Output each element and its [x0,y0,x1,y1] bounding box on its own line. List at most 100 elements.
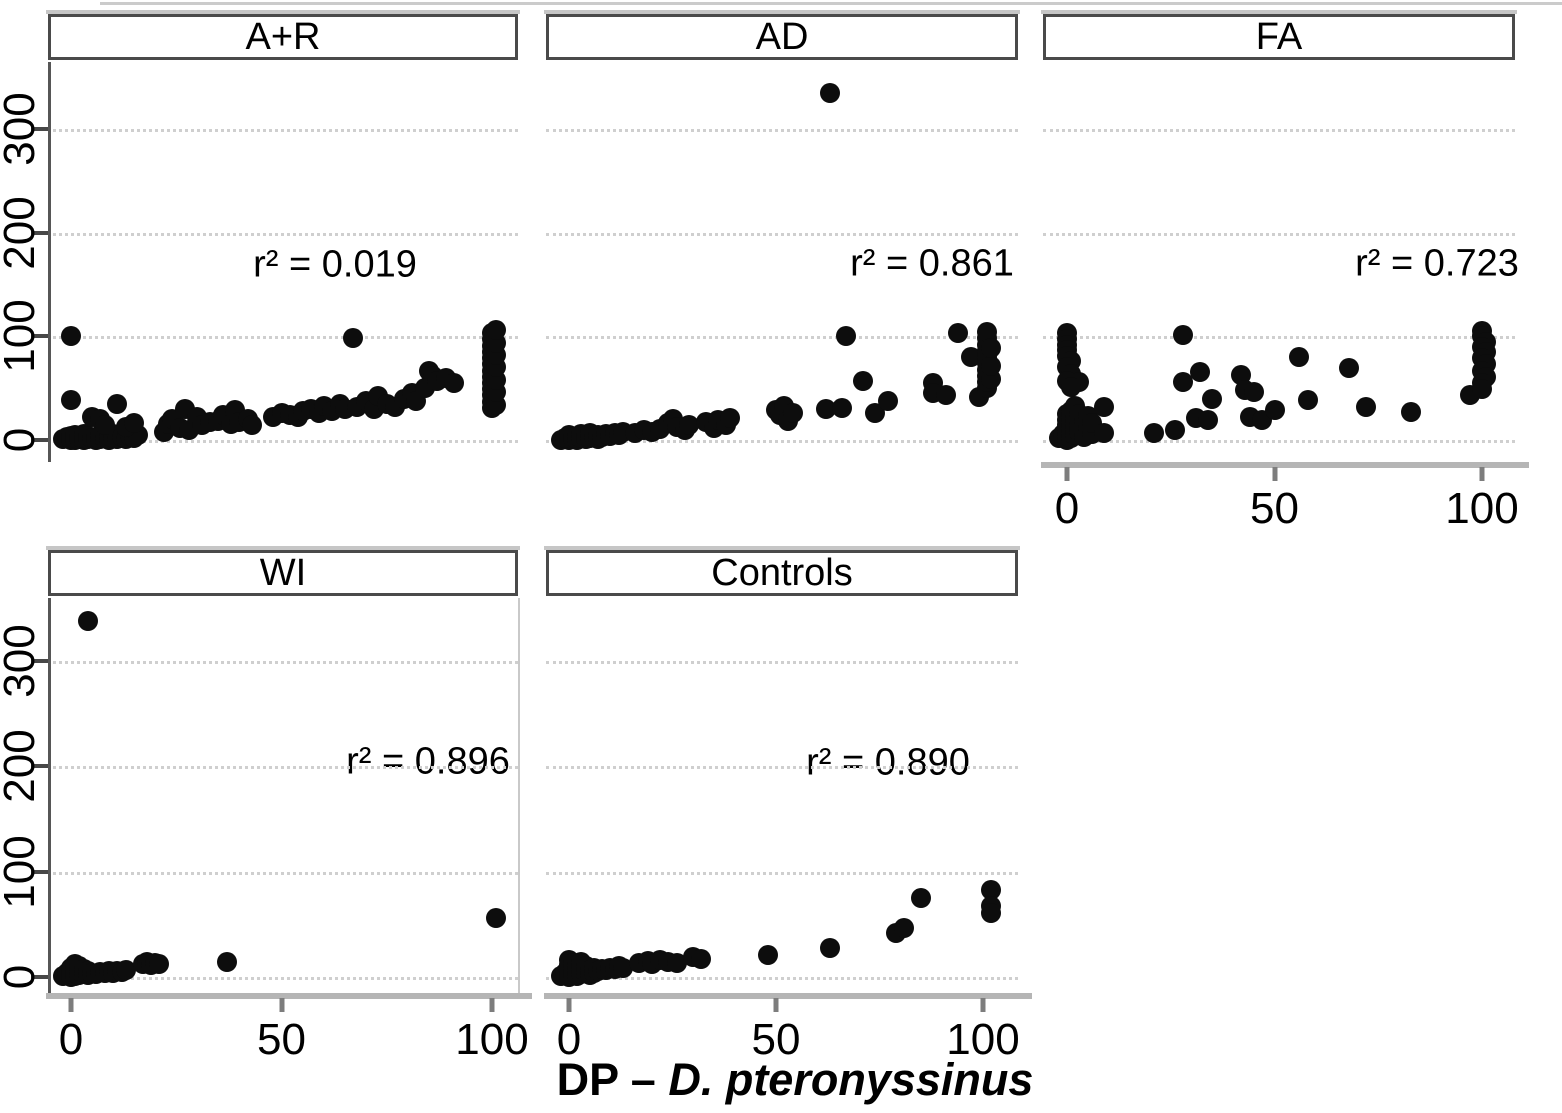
x-tick-100 [1479,467,1485,481]
y-gridline-300 [48,129,518,133]
data-point [1231,364,1252,385]
data-point [242,415,263,436]
x-axis-line [1041,462,1529,468]
panel-right-border [518,598,520,993]
data-point [124,413,145,434]
r2-annotation-ad: r² = 0.861 [850,242,1014,285]
x-axis-line [46,993,532,999]
strip-fa: FA [1043,14,1515,60]
r2-annotation-controls: r² = 0.890 [806,741,970,784]
data-point [61,389,81,410]
x-axis-line [544,993,1032,999]
strip-shadow [544,546,1020,550]
y-gridline-300 [546,661,1018,665]
y-tick-100 [31,334,48,339]
data-point [935,385,956,406]
r2-annotation-a-plus-r: r² = 0.019 [253,243,417,286]
x-axis-title-species: D. pteronyssinus [668,1054,1034,1105]
y-gridline-200 [48,232,518,236]
data-point [107,393,128,414]
y-gridline-200 [546,766,1018,770]
panel-title-ad: AD [755,15,809,58]
data-point [910,888,931,909]
x-axis-title: DP – D. pteronyssinus [557,1054,1034,1106]
x-tick-label-50: 50 [1250,484,1299,533]
r2-annotation-wi: r² = 0.896 [346,740,510,783]
panel-left-border [48,598,51,993]
data-point [815,398,836,419]
data-point [1202,388,1223,409]
data-point [1289,347,1310,368]
data-point [960,347,981,368]
y-gridline-0 [1043,440,1515,443]
x-axis-title-prefix: DP – [556,1054,669,1105]
data-point [757,944,778,965]
x-tick-0 [1064,467,1070,481]
x-tick-label-50: 50 [751,1015,801,1064]
data-point [444,372,465,393]
x-tick-label-100: 100 [455,1015,529,1064]
y-gridline-200 [1043,232,1515,236]
data-point [1339,358,1360,379]
y-gridline-200 [546,232,1018,236]
y-gridline-100 [546,336,1018,340]
data-point [94,415,115,436]
data-point [216,952,237,973]
x-tick-label-100: 100 [1445,484,1519,533]
data-point [1094,396,1115,417]
x-tick-50 [279,998,284,1012]
y-gridline-100 [1043,336,1515,340]
data-point [1164,419,1185,440]
strip-a-plus-r: A+R [48,14,518,60]
data-point [1061,377,1082,398]
data-point [486,908,507,929]
y-tick-label-0: 0 [0,428,45,452]
data-point [1297,389,1318,410]
figure-top-rule [100,2,1562,5]
strip-shadow [46,10,520,14]
y-gridline-300 [1043,129,1515,133]
y-gridline-200 [48,766,518,770]
x-tick-label-0: 0 [1054,484,1080,533]
data-point [666,953,687,974]
data-point [343,328,364,349]
strip-shadow [1041,10,1517,14]
data-point [981,902,1002,923]
data-point [819,937,840,958]
x-tick-0 [68,998,74,1012]
x-tick-50 [1272,467,1277,481]
x-tick-label-0: 0 [58,1015,84,1064]
y-tick-label-0: 0 [0,965,45,989]
y-gridline-100 [48,871,518,875]
strip-wi: WI [48,550,518,596]
data-point [679,415,700,436]
strip-ad: AD [546,14,1018,60]
data-point [836,326,857,347]
y-tick-300 [31,127,48,132]
data-point [77,611,98,632]
data-point [691,949,712,970]
y-gridline-0 [546,440,1018,443]
panel-title-controls: Controls [711,551,853,594]
data-point [612,957,633,978]
y-gridline-300 [546,129,1018,133]
data-point [1264,399,1285,420]
data-point [981,337,1002,358]
y-gridline-300 [48,661,518,665]
data-point [832,397,853,418]
y-gridline-0 [546,977,1018,980]
data-point [115,959,136,980]
data-point [1189,361,1210,382]
y-tick-label-300: 300 [0,624,44,698]
y-tick-label-300: 300 [0,92,44,166]
data-point [149,954,170,975]
y-tick-label-200: 200 [0,195,44,270]
strip-shadow [544,10,1020,14]
data-point [1173,325,1194,346]
data-point [1144,422,1165,443]
data-point [981,879,1002,900]
y-gridline-100 [48,336,518,340]
y-tick-label-100: 100 [0,299,44,374]
data-point [877,390,898,411]
strip-controls: Controls [546,550,1018,596]
